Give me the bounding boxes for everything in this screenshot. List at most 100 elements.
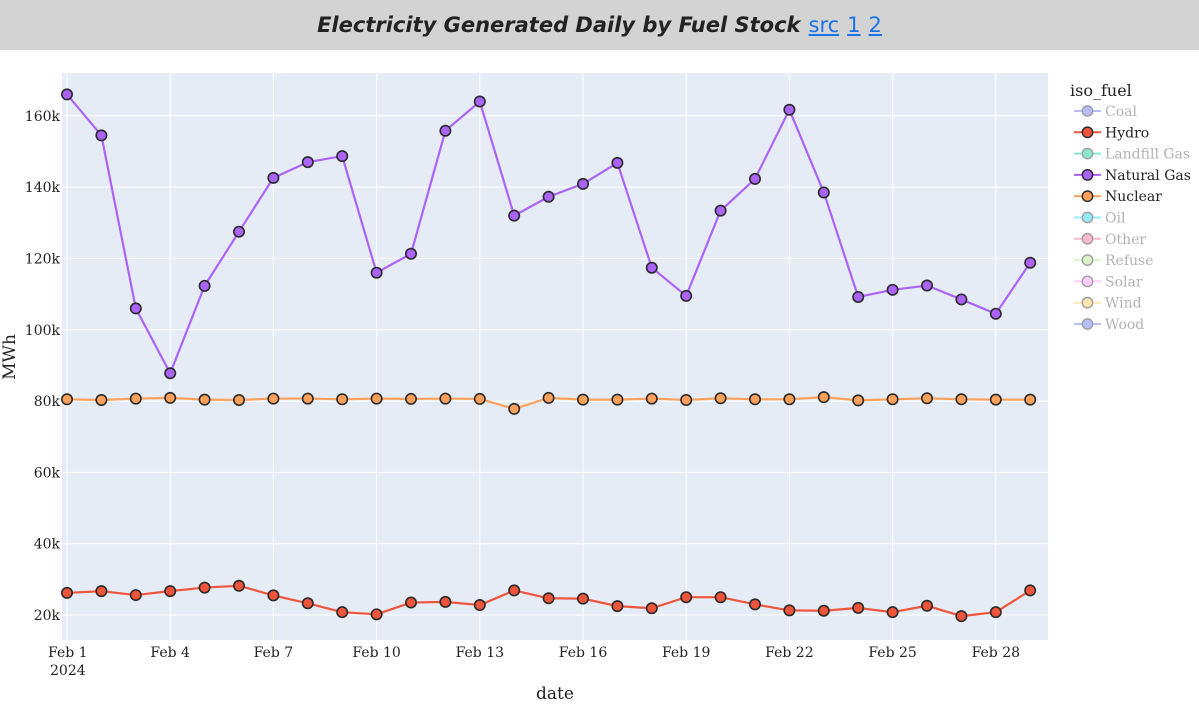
data-point[interactable] [576,393,589,406]
data-point[interactable] [473,392,486,405]
data-point[interactable] [576,177,589,190]
data-point[interactable] [576,592,589,605]
data-point[interactable] [1024,256,1037,269]
data-point[interactable] [301,392,314,405]
data-point[interactable] [645,602,658,615]
data-point[interactable] [680,394,693,407]
data-point[interactable] [748,393,761,406]
data-point[interactable] [95,394,108,407]
data-point[interactable] [60,88,73,101]
data-point[interactable] [989,393,1002,406]
data-point[interactable] [611,156,624,169]
data-point[interactable] [370,608,383,621]
data-point[interactable] [336,393,349,406]
data-point[interactable] [886,393,899,406]
src-link[interactable]: src [808,13,840,37]
data-point[interactable] [439,595,452,608]
data-point[interactable] [336,150,349,163]
data-point[interactable] [233,225,246,238]
data-point[interactable] [336,606,349,619]
data-point[interactable] [508,209,521,222]
data-point[interactable] [508,584,521,597]
data-point[interactable] [920,599,933,612]
data-point[interactable] [645,392,658,405]
legend-item-other[interactable]: Other [1074,232,1146,248]
data-point[interactable] [886,606,899,619]
data-point[interactable] [989,606,1002,619]
data-point[interactable] [817,604,830,617]
data-point[interactable] [164,367,177,380]
data-point[interactable] [852,601,865,614]
data-point[interactable] [301,597,314,610]
data-point[interactable] [611,600,624,613]
data-point[interactable] [233,579,246,592]
data-point[interactable] [955,293,968,306]
data-point[interactable] [714,591,727,604]
data-point[interactable] [783,103,796,116]
data-point[interactable] [955,610,968,623]
legend-item-landfill-gas[interactable]: Landfill Gas [1074,147,1190,163]
legend-item-oil[interactable]: Oil [1074,211,1126,227]
data-point[interactable] [439,392,452,405]
data-point[interactable] [473,599,486,612]
data-point[interactable] [783,604,796,617]
data-point[interactable] [920,392,933,405]
data-point[interactable] [267,589,280,602]
data-point[interactable] [508,402,521,415]
data-point[interactable] [129,589,142,602]
data-point[interactable] [1024,393,1037,406]
data-point[interactable] [95,129,108,142]
data-point[interactable] [164,391,177,404]
data-point[interactable] [301,156,314,169]
data-point[interactable] [989,307,1002,320]
legend-item-refuse[interactable]: Refuse [1074,253,1154,269]
data-point[interactable] [404,247,417,260]
data-point[interactable] [748,172,761,185]
source-link-1[interactable]: 1 [847,13,861,37]
data-point[interactable] [473,95,486,108]
legend-item-natural-gas[interactable]: Natural Gas [1074,168,1191,184]
data-point[interactable] [198,393,211,406]
data-point[interactable] [611,393,624,406]
data-point[interactable] [542,592,555,605]
data-point[interactable] [404,392,417,405]
data-point[interactable] [680,591,693,604]
data-point[interactable] [714,392,727,405]
data-point[interactable] [680,289,693,302]
legend-item-coal[interactable]: Coal [1074,104,1137,120]
data-point[interactable] [198,279,211,292]
legend-item-nuclear[interactable]: Nuclear [1074,189,1162,205]
data-point[interactable] [542,190,555,203]
data-point[interactable] [645,261,658,274]
data-point[interactable] [439,124,452,137]
data-point[interactable] [164,585,177,598]
data-point[interactable] [129,302,142,315]
data-point[interactable] [95,585,108,598]
data-point[interactable] [852,394,865,407]
data-point[interactable] [129,392,142,405]
data-point[interactable] [714,204,727,217]
data-point[interactable] [267,171,280,184]
legend-item-wood[interactable]: Wood [1074,317,1144,333]
data-point[interactable] [404,596,417,609]
legend-item-solar[interactable]: Solar [1074,274,1143,290]
data-point[interactable] [60,586,73,599]
legend-item-hydro[interactable]: Hydro [1074,125,1149,141]
data-point[interactable] [370,392,383,405]
legend-item-wind[interactable]: Wind [1074,296,1142,312]
data-point[interactable] [542,391,555,404]
data-point[interactable] [1024,584,1037,597]
data-point[interactable] [267,392,280,405]
data-point[interactable] [370,266,383,279]
data-point[interactable] [920,279,933,292]
data-point[interactable] [886,283,899,296]
data-point[interactable] [955,393,968,406]
data-point[interactable] [233,394,246,407]
data-point[interactable] [60,393,73,406]
data-point[interactable] [748,598,761,611]
data-point[interactable] [852,290,865,303]
source-link-2[interactable]: 2 [868,13,882,37]
data-point[interactable] [817,186,830,199]
data-point[interactable] [198,581,211,594]
data-point[interactable] [817,391,830,404]
